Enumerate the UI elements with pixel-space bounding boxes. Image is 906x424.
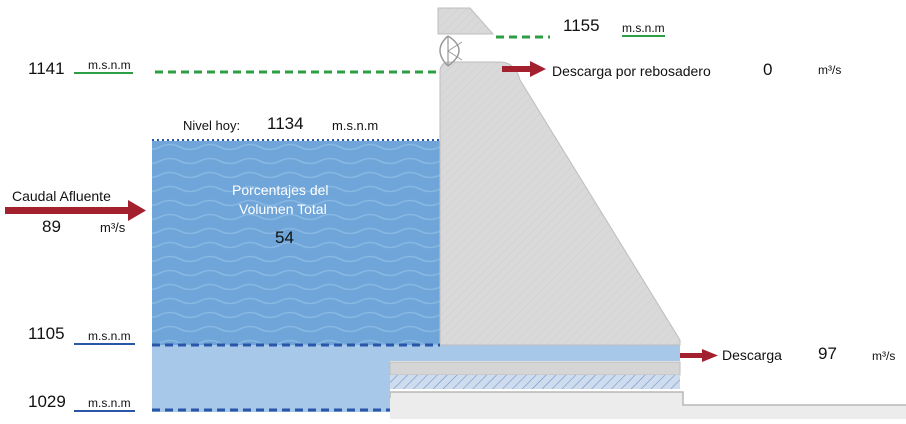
bottom-level-unit: m.s.n.m: [74, 397, 135, 412]
dead-storage-water: [152, 345, 390, 412]
dead-storage-strip: [390, 345, 680, 361]
spillway-unit: m.s.n.m: [74, 59, 133, 74]
min-level-elevation: 1105: [28, 324, 65, 343]
outlet-arrow-icon: [680, 349, 718, 362]
dam-body: [439, 61, 681, 346]
volume-label-line2: Volumen Total: [239, 201, 327, 217]
crest-unit: m.s.n.m: [622, 21, 665, 37]
outlet-discharge-value: 97: [818, 344, 837, 363]
spillway-gate-icon: [439, 35, 463, 67]
reservoir-water: [152, 141, 440, 345]
volume-value: 54: [275, 228, 294, 247]
volume-label-line1: Porcentajes del: [232, 182, 329, 198]
bottom-level-elevation: 1029: [28, 392, 66, 411]
spillway-discharge-unit: m³/s: [818, 63, 842, 77]
spillway-elevation: 1141: [28, 59, 65, 78]
spillway-discharge-label: Descarga por rebosadero: [552, 63, 711, 79]
current-level-label: Nivel hoy:: [183, 118, 241, 133]
outlet-discharge-label: Descarga: [722, 347, 782, 363]
inflow-value: 89: [42, 217, 61, 236]
spillway-discharge-value: 0: [763, 60, 773, 79]
min-level-unit: m.s.n.m: [74, 330, 135, 345]
crest-elevation: 1155: [563, 16, 600, 35]
current-level-unit: m.s.n.m: [332, 118, 379, 133]
inflow-arrow-icon: [5, 200, 146, 221]
current-level-elevation: 1134: [267, 114, 304, 133]
outlet-slab: [389, 361, 681, 376]
dam-crest: [437, 7, 495, 35]
spillway-arrow-icon: [502, 61, 546, 77]
outlet-discharge-unit: m³/s: [872, 349, 896, 363]
inflow-unit: m³/s: [100, 220, 126, 235]
ground: [389, 391, 906, 419]
inflow-label: Caudal Afluente: [12, 188, 111, 204]
